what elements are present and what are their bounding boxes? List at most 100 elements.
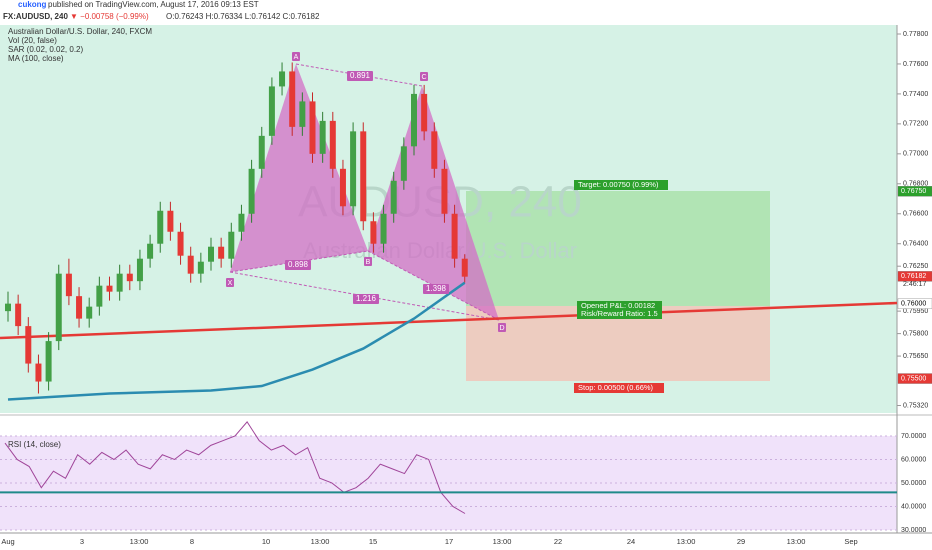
pattern-point: A [294, 54, 299, 61]
x-tick-label: 13:00 [130, 537, 149, 546]
candle-body [360, 131, 367, 222]
candle-body [136, 258, 143, 282]
price-tick-label: 0.75320 [903, 402, 928, 409]
pattern-ratio-box [285, 260, 311, 270]
price-tick-label: 0.77000 [903, 151, 928, 158]
price-tick-label: 0.77800 [903, 31, 928, 38]
countdown: 2:46:17 [903, 281, 926, 288]
pattern-point-box [420, 72, 428, 81]
candle-body [461, 258, 468, 277]
pattern-line [295, 63, 423, 87]
price-badge-label: 0.75500 [901, 375, 926, 382]
candle-body [116, 273, 123, 292]
x-tick-label: 22 [554, 537, 562, 546]
price-tick-label: 0.76600 [903, 211, 928, 218]
pattern-point-box [498, 323, 506, 332]
candle-body [15, 303, 22, 327]
symbol: FX:AUDUSD, 240 [3, 12, 68, 21]
candle-body [126, 273, 133, 282]
pattern-xab [230, 64, 368, 272]
x-tick-label: 13:00 [493, 537, 512, 546]
price-badge [897, 298, 932, 309]
position-label: Target: 0.00750 (0.99%) [578, 180, 659, 189]
price-tick-label: 0.76800 [903, 181, 928, 188]
price-badge-label: 0.76750 [901, 188, 926, 195]
rsi-label: RSI (14, close) [8, 440, 61, 449]
candle-body [197, 261, 204, 274]
candle-body [380, 213, 387, 244]
legend-item: SAR (0.02, 0.02, 0.2) [8, 45, 83, 54]
position-label-box [577, 301, 662, 311]
candle-body [96, 285, 103, 307]
rsi-tick-label: 50.0000 [901, 480, 926, 487]
trend-line [0, 301, 898, 340]
x-tick-label: 15 [369, 537, 377, 546]
price-tick-label: 0.77400 [903, 91, 928, 98]
candle-body [147, 243, 154, 259]
candle-body [106, 285, 113, 292]
candle-body [268, 86, 275, 136]
rsi-band [0, 436, 897, 530]
x-tick-label: 10 [262, 537, 270, 546]
candle-body [228, 231, 235, 259]
candle-body [5, 303, 11, 312]
candle-body [390, 180, 397, 214]
rsi-tick-label: 70.0000 [901, 433, 926, 440]
candle-body [411, 93, 417, 147]
candle-body [339, 168, 346, 207]
pattern-ratio: 1.216 [356, 294, 377, 303]
rsi-tick-label: 60.0000 [901, 456, 926, 463]
pattern-point: C [421, 74, 426, 81]
pattern-point: D [499, 325, 504, 332]
x-tick-label: Sep [844, 537, 857, 546]
candle-body [65, 273, 72, 297]
x-tick-label: 13:00 [787, 537, 806, 546]
candle-body [187, 255, 194, 274]
change: ▼ −0.00758 (−0.99%) [70, 12, 149, 21]
price-tick-label: 0.76250 [903, 263, 928, 270]
rsi-tick-label: 30.0000 [901, 527, 926, 534]
legend-item: Vol (20, false) [8, 36, 57, 45]
pattern-ratio: 0.898 [288, 260, 309, 269]
x-tick-label: Aug [1, 537, 14, 546]
price-badge-label: 0.76182 [901, 273, 926, 280]
candle-body [55, 273, 62, 342]
pattern-point: X [228, 280, 233, 287]
position-label: Opened P&L: 0.00182 [581, 301, 655, 310]
candle-body [350, 131, 357, 207]
price-tick-label: 0.77200 [903, 121, 928, 128]
candle-body [279, 71, 286, 87]
candle-body [86, 306, 93, 319]
candle-body [400, 146, 407, 181]
candle-body [421, 93, 428, 132]
price-tick-label: 0.77600 [903, 61, 928, 68]
candle-body [309, 101, 316, 154]
price-tick-label: 0.75650 [903, 353, 928, 360]
pattern-ratio: 1.398 [426, 284, 447, 293]
x-tick-label: 13:00 [311, 537, 330, 546]
candle-body [329, 120, 336, 169]
position-label-box [574, 383, 664, 393]
legend-item: Australian Dollar/U.S. Dollar, 240, FXCM [8, 27, 152, 36]
pattern-ratio: 0.891 [350, 71, 371, 80]
candle-body [299, 101, 306, 127]
x-tick-label: 17 [445, 537, 453, 546]
candle-body [25, 326, 32, 364]
rsi-tick-label: 40.0000 [901, 503, 926, 510]
candle-body [167, 210, 174, 232]
x-tick-label: 29 [737, 537, 745, 546]
pattern-ratio-box [347, 71, 373, 81]
price-badge [897, 271, 932, 282]
pattern-point-box [364, 257, 372, 266]
x-tick-label: 13:00 [677, 537, 696, 546]
price-tick-label: 0.76400 [903, 241, 928, 248]
x-tick-label: 3 [80, 537, 84, 546]
pattern-point: B [366, 259, 371, 266]
candle-body [35, 363, 42, 382]
ohlc: O:0.76243 H:0.76334 L:0.76142 C:0.76182 [166, 12, 320, 21]
candle-body [451, 213, 458, 259]
target-zone [466, 191, 770, 306]
price-badge [897, 373, 932, 384]
candle-body [238, 213, 245, 232]
pattern-point-box [292, 52, 300, 61]
